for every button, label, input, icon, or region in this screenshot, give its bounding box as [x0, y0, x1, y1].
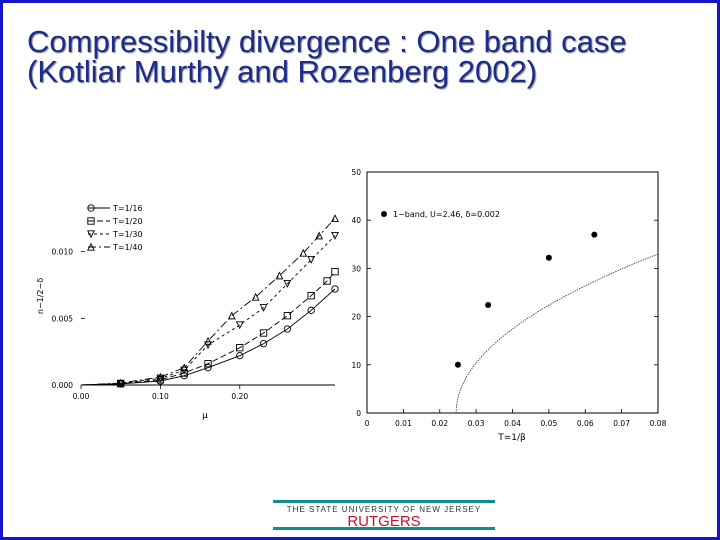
x-tick-label: 0.06 [577, 419, 594, 428]
data-point [331, 232, 339, 240]
data-point [180, 363, 189, 372]
data-point [259, 340, 268, 348]
left-series [80, 214, 339, 388]
data-point [307, 306, 315, 314]
data-point [116, 378, 125, 387]
left-ticks: 0.00 0.10 0.20 0.000 0.005 0.010 [52, 248, 249, 401]
data-point [204, 341, 212, 350]
data-point [315, 231, 324, 240]
data-point [283, 312, 292, 320]
legend-label: T=1/30 [112, 230, 143, 239]
x-tick-label: 0.08 [650, 419, 667, 428]
y-tick-label: 0.010 [52, 248, 74, 257]
legend-marker [87, 230, 95, 239]
data-point [307, 292, 315, 300]
data-point [204, 336, 212, 345]
data-point [275, 271, 284, 280]
right-series [454, 231, 659, 414]
y-tick-label: 0.005 [52, 314, 74, 323]
data-point [331, 268, 339, 276]
data-point [204, 360, 212, 368]
footer-rule-bottom [273, 527, 495, 530]
legend-label: T=1/20 [112, 217, 143, 226]
footer-university: THE STATE UNIVERSITY OF NEW JERSEY [286, 505, 482, 514]
data-point [156, 374, 165, 383]
footer-rule-top [273, 500, 495, 503]
legend-label: T=1/40 [112, 243, 143, 252]
data-point [180, 369, 188, 377]
y-tick-label: 30 [351, 264, 361, 273]
data-point [236, 344, 244, 352]
x-tick-label: 0.05 [541, 419, 558, 428]
series-line [80, 271, 336, 386]
y-tick-label: 10 [351, 361, 361, 370]
data-point [331, 285, 339, 293]
series-line [80, 217, 336, 386]
x-tick-label: 0.07 [613, 419, 630, 428]
right-plot-area: T=1/β 0 0.01 0.02 0.03 0.04 0.05 0.06 0.07 0.080… [351, 168, 666, 443]
data-point [545, 254, 552, 261]
x-tick-label: 0.00 [73, 392, 90, 401]
data-point [259, 304, 268, 312]
y-tick-label: 0.000 [52, 381, 74, 390]
x-tick-label: 0.03 [468, 419, 485, 428]
legend-label: 1−band, U=2.46, δ=0.002 [393, 210, 500, 219]
data-point [259, 329, 268, 337]
fit-curve [455, 253, 659, 414]
data-point [331, 214, 339, 222]
x-tick-label: 0.20 [231, 392, 248, 401]
series-line [80, 288, 336, 386]
data-point [485, 302, 492, 309]
footer-logo: THE STATE UNIVERSITY OF NEW JERSEY RUTGE… [273, 500, 495, 534]
x-tick-label: 0.04 [504, 419, 521, 428]
slide-title: Compressibilty divergence : One band cas… [27, 24, 627, 89]
legend-label: T=1/16 [112, 204, 143, 213]
left-plot-area: μ n−1/2−δ 0.00 0.10 0.20 0.000 0.005 0.010 T=… [36, 204, 339, 421]
legend-marker [87, 242, 95, 251]
data-point [283, 280, 292, 288]
x-axis-label: μ [202, 411, 208, 421]
y-tick-label: 20 [351, 313, 361, 322]
data-point [156, 372, 165, 381]
x-tick-label: 0 [365, 419, 370, 428]
right-legend: 1−band, U=2.46, δ=0.002 [381, 210, 500, 219]
footer-brand: RUTGERS [347, 513, 421, 530]
data-point [236, 352, 244, 360]
x-tick-label: 0.10 [152, 392, 169, 401]
data-point [227, 311, 236, 320]
data-point [591, 231, 598, 238]
series-line [80, 235, 336, 386]
data-point [299, 248, 308, 257]
legend-marker [381, 211, 387, 217]
data-point [204, 364, 212, 372]
y-tick-label: 40 [351, 216, 361, 225]
x-tick-label: 0.02 [431, 419, 448, 428]
right-plot-frame [366, 171, 659, 414]
data-point [283, 325, 292, 333]
legend-marker [87, 204, 95, 212]
left-legend: T=1/16 T=1/20 T=1/30 T=1/40 [87, 204, 143, 252]
right-ticks: 0 0.01 0.02 0.03 0.04 0.05 0.06 0.07 0.08 0 10 20 30… [351, 168, 666, 428]
legend-marker [87, 217, 95, 225]
x-tick-label: 0.01 [395, 419, 412, 428]
data-point [235, 321, 244, 330]
y-tick-label: 50 [351, 168, 361, 177]
data-point [307, 256, 316, 264]
data-point [251, 292, 260, 301]
data-point [180, 366, 189, 375]
y-tick-label: 0 [356, 409, 361, 418]
data-point [323, 277, 331, 285]
y-axis-label: n−1/2−δ [36, 278, 45, 314]
x-axis-label: T=1/β [497, 433, 526, 443]
data-point [454, 361, 461, 368]
